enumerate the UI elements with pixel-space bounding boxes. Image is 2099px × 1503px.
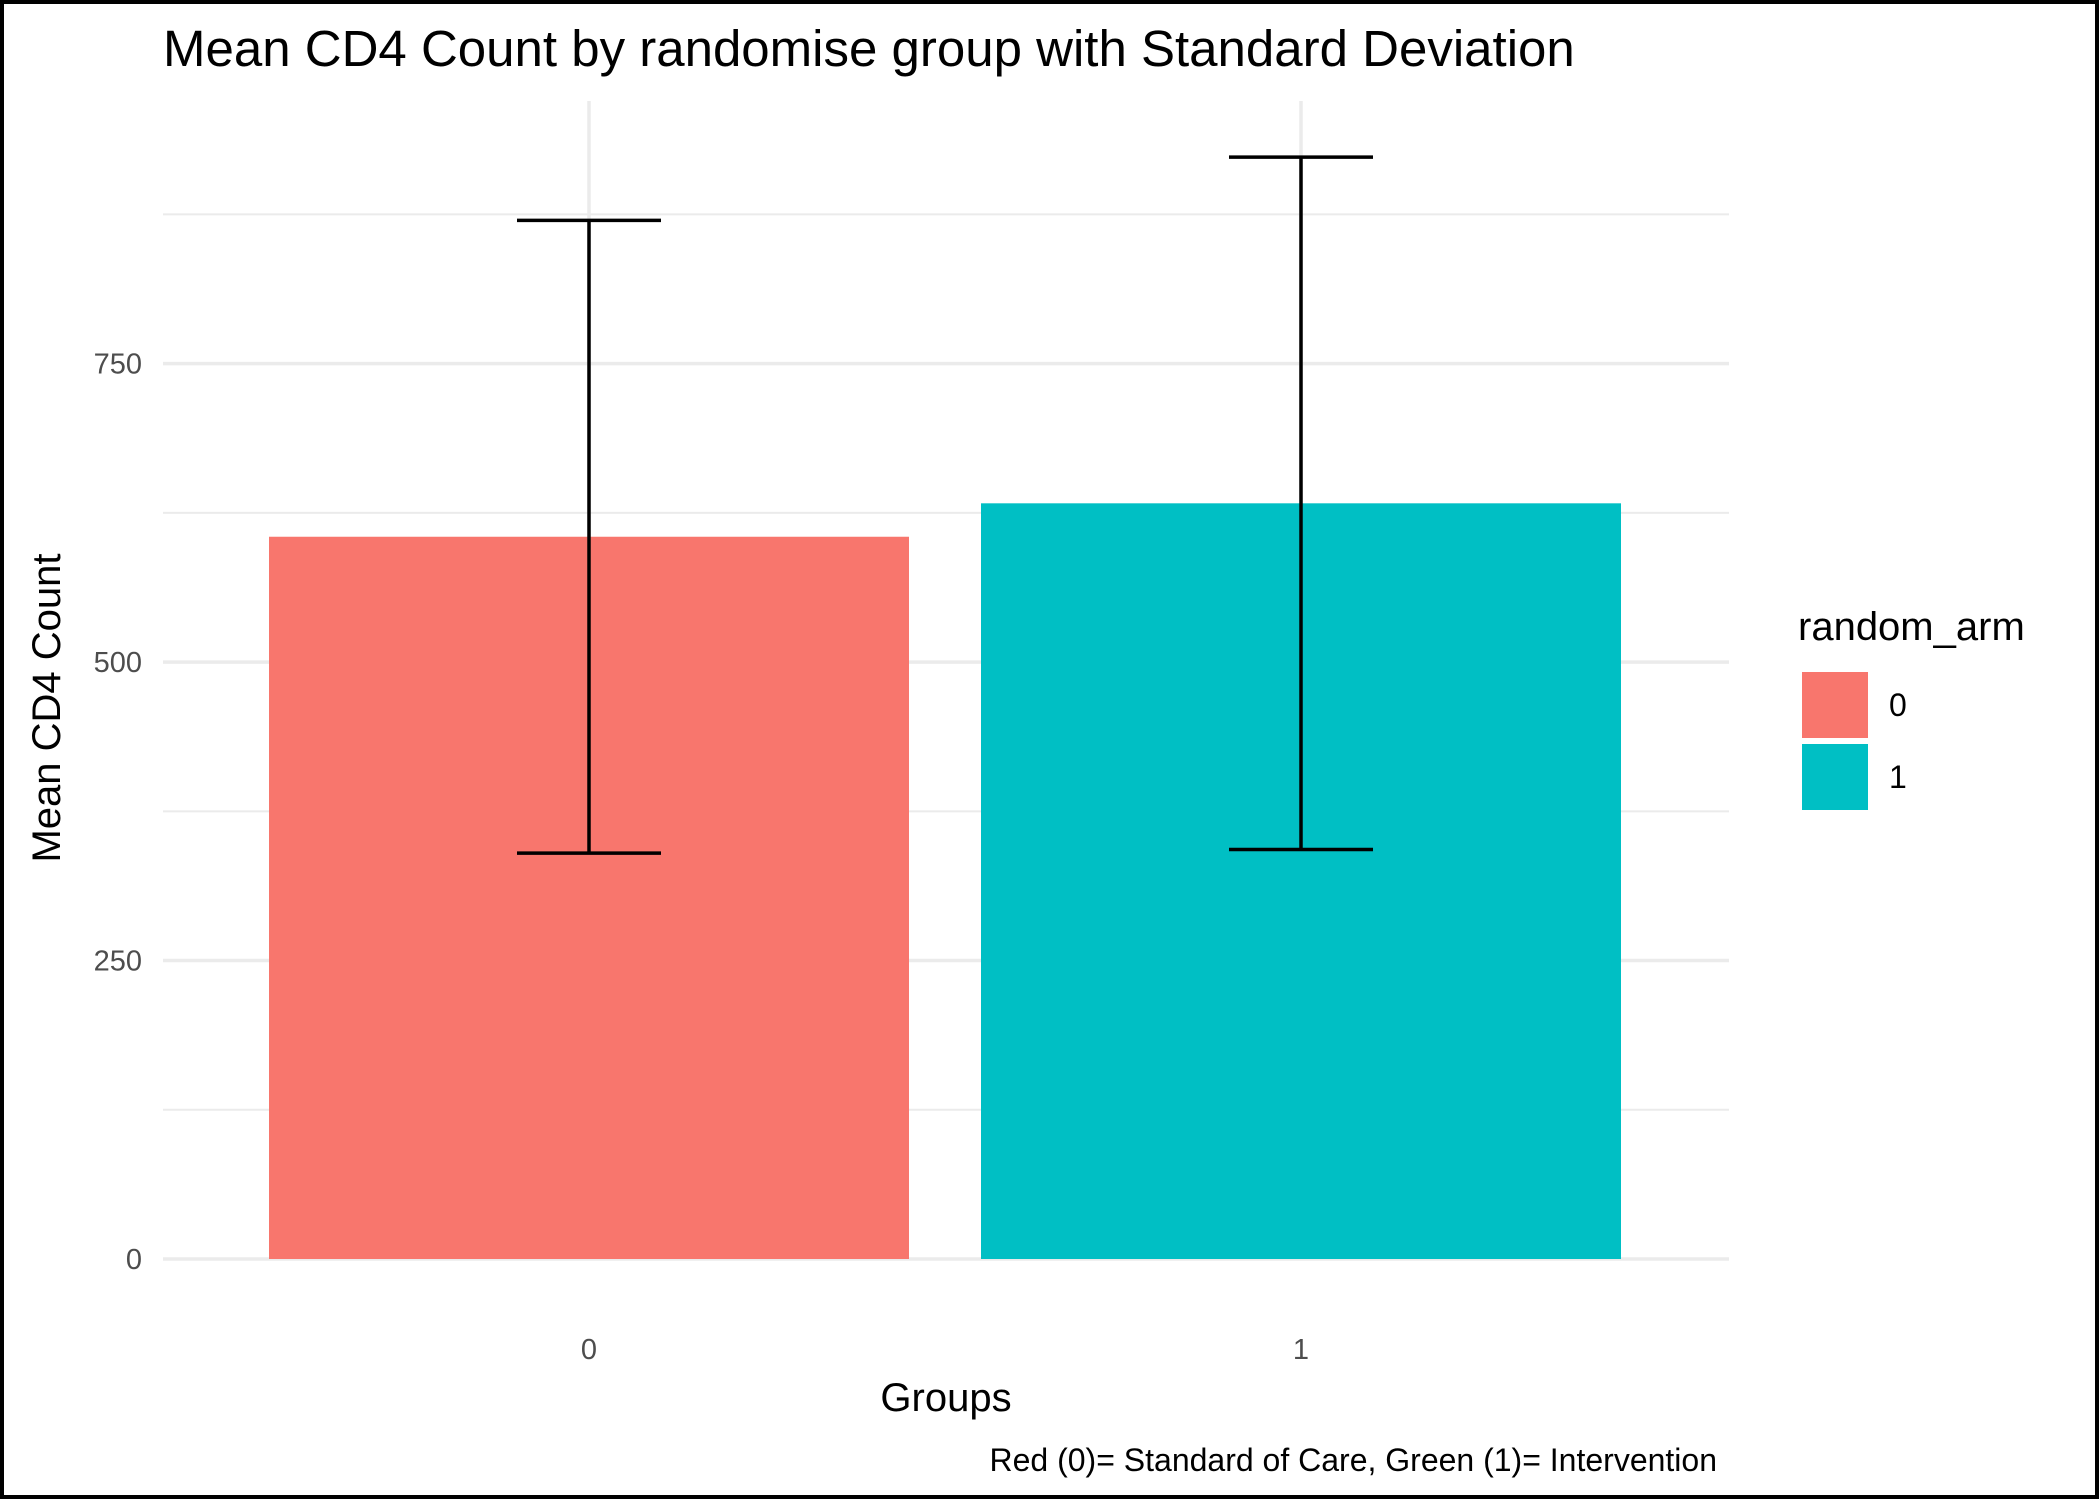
y-tick-label-2: 500 <box>94 647 142 679</box>
x-tick-label-0: 0 <box>581 1334 597 1366</box>
y-tick-label-0: 0 <box>126 1244 142 1276</box>
chart-title: Mean CD4 Count by randomise group with S… <box>163 20 1575 77</box>
chart-caption: Red (0)= Standard of Care, Green (1)= In… <box>990 1442 1718 1478</box>
legend-key-1 <box>1802 744 1868 810</box>
y-tick-label-1: 250 <box>94 946 142 978</box>
bar-layer <box>269 503 1621 1260</box>
legend: random_arm 01 <box>1798 605 2025 810</box>
y-axis-title: Mean CD4 Count <box>25 553 69 862</box>
x-axis-title: Groups <box>880 1376 1011 1420</box>
legend-label-0: 0 <box>1889 687 1907 723</box>
legend-title: random_arm <box>1798 605 2025 649</box>
x-tick-label-1: 1 <box>1293 1334 1309 1366</box>
tick-layer: 0 250 500 750 0 1 <box>94 349 1309 1366</box>
legend-items: 01 <box>1802 672 1907 810</box>
legend-label-1: 1 <box>1889 759 1907 795</box>
legend-key-0 <box>1802 672 1868 738</box>
y-tick-label-3: 750 <box>94 349 142 381</box>
errorbar-layer <box>517 155 1373 855</box>
